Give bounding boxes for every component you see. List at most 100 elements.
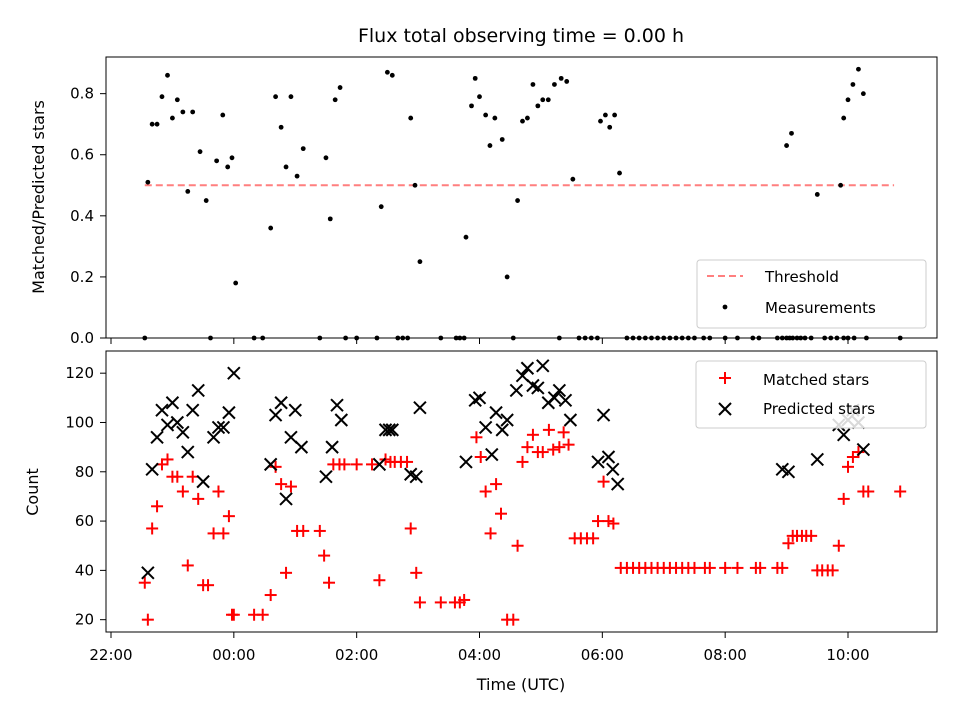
predicted-star-point xyxy=(495,423,509,437)
measurement-point xyxy=(838,182,844,188)
matched-star-point xyxy=(222,510,235,523)
measurement-point xyxy=(860,91,866,97)
predicted-star-point xyxy=(279,492,293,506)
predicted-star-point xyxy=(319,470,333,484)
predicted-star-point xyxy=(330,398,344,412)
matched-star-point xyxy=(474,450,487,463)
predicted-star-point xyxy=(459,455,473,469)
predicted-star-point xyxy=(601,450,616,464)
matched-star-point xyxy=(138,576,151,589)
measurement-point xyxy=(170,115,175,121)
measurement-point xyxy=(570,176,576,182)
measurement-point xyxy=(154,121,160,127)
bottom-legend: Matched stars Predicted stars xyxy=(695,360,927,429)
measurement-point xyxy=(564,79,570,84)
top-legend-box xyxy=(696,259,927,329)
predicted-star-point xyxy=(509,383,524,398)
measurement-point xyxy=(617,170,622,176)
predicted-star-point xyxy=(274,396,288,410)
measurement-point xyxy=(378,204,384,210)
bottom-y-axis: 20 40 60 80 100 120 xyxy=(65,364,106,629)
measurement-point xyxy=(283,164,289,170)
matched-star-point xyxy=(719,561,732,574)
measurement-point xyxy=(603,112,608,118)
matched-star-point xyxy=(323,576,336,589)
top-y-tick-label: 0.8 xyxy=(70,85,94,103)
predicted-star-point xyxy=(836,428,851,442)
matched-star-point xyxy=(313,524,326,537)
measurement-point xyxy=(540,97,546,103)
bottom-x-tick-label: 10:00 xyxy=(826,646,869,664)
predicted-star-point xyxy=(531,381,545,395)
matched-star-point xyxy=(557,426,570,439)
measurement-point xyxy=(545,97,551,103)
matched-star-point xyxy=(553,441,566,454)
measurement-point xyxy=(483,112,489,118)
bottom-y-axis-title: Count xyxy=(23,468,42,516)
top-y-axis-title: Matched/Predicted stars xyxy=(29,100,48,294)
predicted-star-point xyxy=(489,405,503,420)
measurement-point xyxy=(220,112,226,118)
matched-star-point xyxy=(511,539,524,552)
measurement-point xyxy=(789,130,794,136)
predicted-star-point xyxy=(211,420,226,435)
predicted-star-point xyxy=(176,425,190,440)
measurement-point xyxy=(229,155,235,161)
matched-star-point xyxy=(516,455,529,468)
predicted-star-point xyxy=(409,470,423,484)
matched-star-point xyxy=(318,549,331,562)
bottom-y-tick-label: 60 xyxy=(75,512,94,530)
measurement-point xyxy=(165,72,170,78)
predicted-star-point xyxy=(268,408,283,422)
matched-star-point xyxy=(146,522,159,535)
measurement-point xyxy=(389,72,395,78)
measurement-point xyxy=(180,109,186,115)
matched-star-point xyxy=(256,608,269,621)
top-x-axis-ticks xyxy=(110,338,849,344)
measurement-point xyxy=(278,124,284,130)
bottom-x-tick-label: 02:00 xyxy=(335,646,378,664)
matched-star-point xyxy=(269,460,282,473)
measurement-point xyxy=(469,103,474,109)
measurement-point xyxy=(323,155,329,161)
bottom-legend-box xyxy=(695,360,927,429)
predicted-star-point xyxy=(284,430,298,444)
predicted-star-point xyxy=(263,457,278,472)
predicted-star-point xyxy=(520,361,535,375)
matched-star-point xyxy=(181,559,194,572)
bottom-x-tick-label: 08:00 xyxy=(704,646,747,664)
predicted-star-point xyxy=(145,462,159,477)
predicted-star-point xyxy=(372,457,387,472)
predicted-star-point xyxy=(472,391,487,405)
matched-star-point xyxy=(894,485,907,498)
matched-star-point xyxy=(507,613,520,626)
predicted-star-point xyxy=(515,368,530,383)
measurement-point xyxy=(412,182,418,188)
predicted-star-point xyxy=(191,383,205,398)
predicted-star-point xyxy=(781,465,796,479)
predicted-star-point xyxy=(294,440,309,454)
matched-star-point xyxy=(776,561,789,574)
matched-star-point xyxy=(373,574,386,587)
bottom-x-tick-label: 22:00 xyxy=(89,646,132,664)
top-y-tick-label: 0.6 xyxy=(70,146,94,164)
predicted-star-point xyxy=(181,445,195,459)
measurement-point xyxy=(814,192,820,197)
bottom-y-tick-label: 20 xyxy=(75,611,94,629)
matched-star-point xyxy=(202,579,215,592)
measurement-point xyxy=(233,280,239,286)
measurement-point xyxy=(472,75,478,81)
matched-star-point xyxy=(837,492,850,505)
predicted-star-point xyxy=(155,403,169,417)
matched-legend-swatch xyxy=(719,372,731,384)
measurement-point xyxy=(159,94,165,100)
matched-star-point xyxy=(284,480,297,493)
matched-star-point xyxy=(176,485,189,498)
measurement-point xyxy=(850,82,856,87)
measurement-point xyxy=(225,164,231,170)
predicted-star-point xyxy=(485,447,499,462)
matched-star-point xyxy=(805,529,818,542)
matched-star-point xyxy=(366,458,379,471)
measurement-point xyxy=(268,225,274,231)
